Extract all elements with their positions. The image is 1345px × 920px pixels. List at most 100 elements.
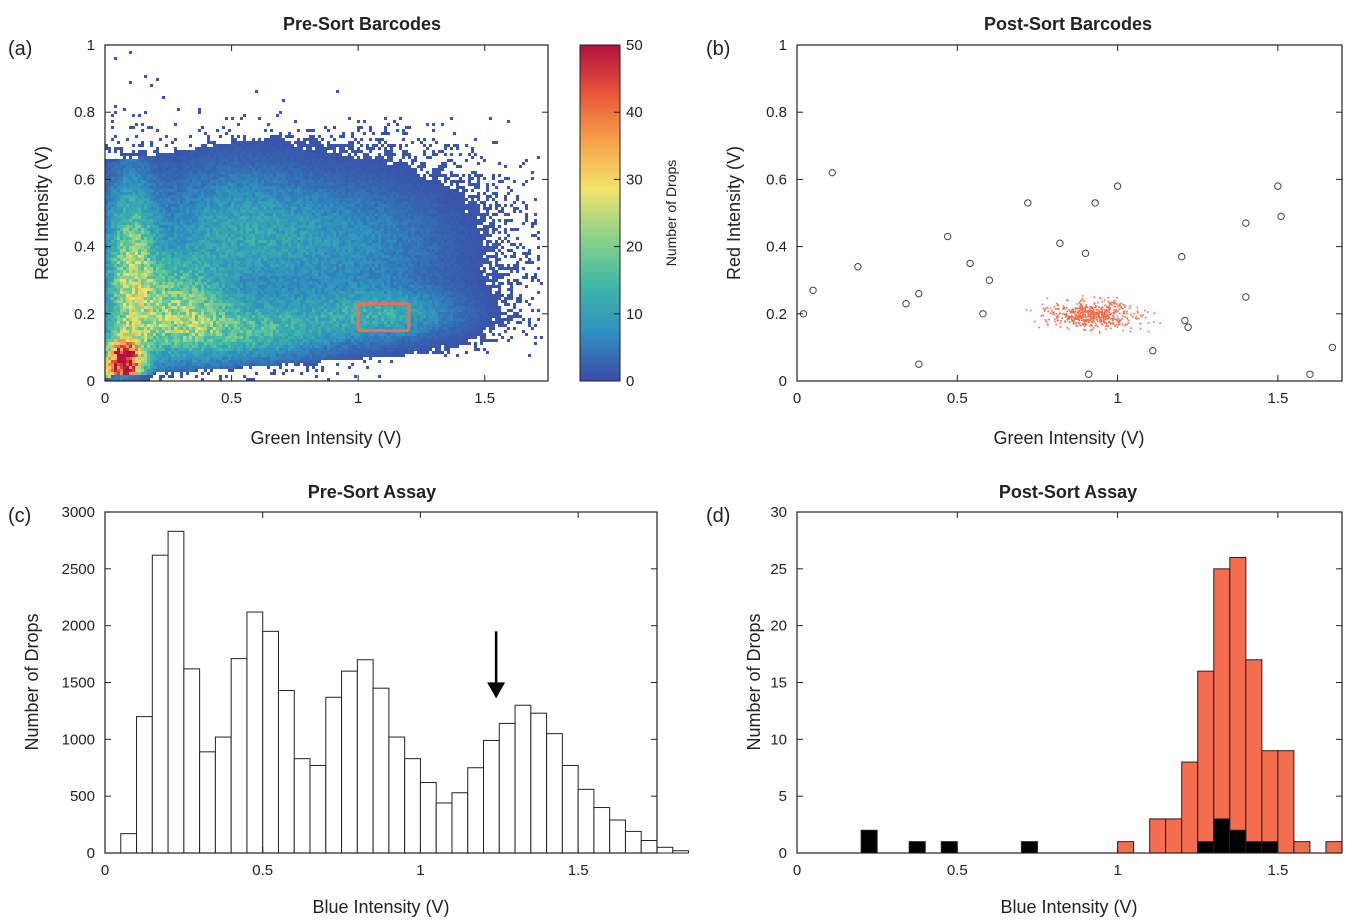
heatmap-cell bbox=[201, 162, 204, 165]
heatmap-cell bbox=[258, 294, 261, 297]
heatmap-cell bbox=[252, 279, 255, 282]
heatmap-cell bbox=[267, 312, 270, 315]
heatmap-cell bbox=[273, 288, 276, 291]
heatmap-cell bbox=[240, 204, 243, 207]
heatmap-cell bbox=[114, 219, 117, 222]
heatmap-cell bbox=[228, 213, 231, 216]
heatmap-cell bbox=[177, 213, 180, 216]
heatmap-cell bbox=[273, 225, 276, 228]
heatmap-cell bbox=[249, 225, 252, 228]
heatmap-cell bbox=[285, 258, 288, 261]
heatmap-cell bbox=[150, 270, 153, 273]
heatmap-cell bbox=[216, 342, 219, 345]
heatmap-cell bbox=[195, 363, 198, 366]
heatmap-cell bbox=[279, 144, 282, 147]
heatmap-cell bbox=[207, 279, 210, 282]
heatmap-cell bbox=[237, 168, 240, 171]
heatmap-cell bbox=[150, 171, 153, 174]
heatmap-cell bbox=[198, 324, 201, 327]
heatmap-cell bbox=[285, 309, 288, 312]
heatmap-cell bbox=[234, 297, 237, 300]
heatmap-cell bbox=[165, 351, 168, 354]
heatmap-cell bbox=[195, 165, 198, 168]
heatmap-cell bbox=[255, 297, 258, 300]
heatmap-cell bbox=[189, 198, 192, 201]
heatmap-cell bbox=[219, 228, 222, 231]
heatmap-cell bbox=[174, 138, 177, 141]
heatmap-cell bbox=[165, 192, 168, 195]
heatmap-cell bbox=[105, 231, 108, 234]
heatmap-cell bbox=[105, 252, 108, 255]
heatmap-cell bbox=[120, 306, 123, 309]
heatmap-cell bbox=[210, 234, 213, 237]
heatmap-cell bbox=[294, 270, 297, 273]
heatmap-cell bbox=[156, 291, 159, 294]
heatmap-cell bbox=[198, 153, 201, 156]
heatmap-cell bbox=[159, 222, 162, 225]
heatmap-cell bbox=[219, 153, 222, 156]
heatmap-cell bbox=[144, 279, 147, 282]
heatmap-cell bbox=[156, 357, 159, 360]
heatmap-cell bbox=[285, 327, 288, 330]
heatmap-cell bbox=[246, 204, 249, 207]
heatmap-cell bbox=[111, 243, 114, 246]
heatmap-cell bbox=[132, 225, 135, 228]
heatmap-cell bbox=[297, 333, 300, 336]
heatmap-cell bbox=[252, 180, 255, 183]
heatmap-cell bbox=[135, 168, 138, 171]
heatmap-cell bbox=[288, 186, 291, 189]
heatmap-cell bbox=[162, 342, 165, 345]
heatmap-cell bbox=[279, 132, 282, 135]
heatmap-cell bbox=[192, 330, 195, 333]
heatmap-cell bbox=[276, 234, 279, 237]
heatmap-cell bbox=[174, 282, 177, 285]
heatmap-cell bbox=[126, 231, 129, 234]
heatmap-cell bbox=[252, 201, 255, 204]
heatmap-cell bbox=[264, 336, 267, 339]
heatmap-cell bbox=[213, 192, 216, 195]
heatmap-cell bbox=[204, 312, 207, 315]
heatmap-cell bbox=[252, 150, 255, 153]
heatmap-cell bbox=[156, 150, 159, 153]
heatmap-cell bbox=[237, 360, 240, 363]
heatmap-cell bbox=[141, 204, 144, 207]
heatmap-cell bbox=[117, 246, 120, 249]
heatmap-cell bbox=[213, 228, 216, 231]
heatmap-cell bbox=[231, 192, 234, 195]
heatmap-cell bbox=[255, 351, 258, 354]
heatmap-cell bbox=[195, 369, 198, 372]
heatmap-cell bbox=[261, 357, 264, 360]
heatmap-cell bbox=[243, 222, 246, 225]
heatmap-cell bbox=[126, 186, 129, 189]
heatmap-cell bbox=[297, 189, 300, 192]
heatmap-cell bbox=[177, 366, 180, 369]
heatmap-cell bbox=[213, 141, 216, 144]
heatmap-cell bbox=[240, 342, 243, 345]
heatmap-cell bbox=[168, 306, 171, 309]
heatmap-cell bbox=[270, 171, 273, 174]
heatmap-cell bbox=[207, 225, 210, 228]
heatmap-cell bbox=[285, 369, 288, 372]
heatmap-cell bbox=[180, 264, 183, 267]
heatmap-cell bbox=[138, 264, 141, 267]
heatmap-cell bbox=[270, 372, 273, 375]
heatmap-cell bbox=[195, 366, 198, 369]
heatmap-cell bbox=[252, 297, 255, 300]
heatmap-cell bbox=[201, 165, 204, 168]
heatmap-cell bbox=[249, 327, 252, 330]
heatmap-cell bbox=[135, 135, 138, 138]
heatmap-cell bbox=[198, 225, 201, 228]
heatmap-cell bbox=[297, 276, 300, 279]
heatmap-cell bbox=[210, 165, 213, 168]
heatmap-cell bbox=[285, 159, 288, 162]
heatmap-cell bbox=[279, 189, 282, 192]
heatmap-cell bbox=[231, 117, 234, 120]
heatmap-cell bbox=[243, 225, 246, 228]
heatmap-cell bbox=[162, 192, 165, 195]
heatmap-cell bbox=[213, 345, 216, 348]
heatmap-cell bbox=[270, 159, 273, 162]
heatmap-cell bbox=[180, 183, 183, 186]
heatmap-cell bbox=[222, 306, 225, 309]
heatmap-cell bbox=[291, 315, 294, 318]
heatmap-cell bbox=[222, 150, 225, 153]
